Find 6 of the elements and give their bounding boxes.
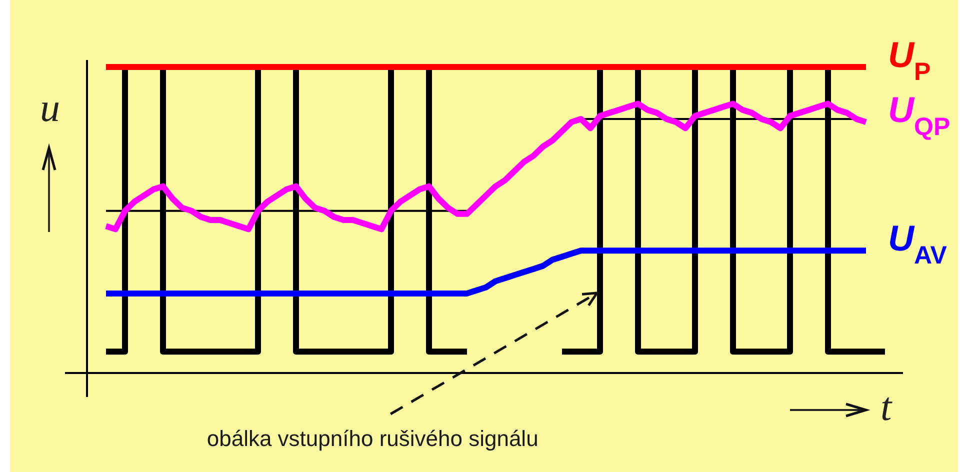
x-axis-title: t bbox=[880, 384, 892, 429]
series-label: U$_{P}$ bbox=[888, 34, 931, 86]
series-label: U$_{QP}$ bbox=[888, 89, 950, 142]
y-axis-title: u bbox=[40, 85, 60, 130]
text: obálka vstupního rušivého signálu bbox=[206, 426, 538, 451]
series-label: U$_{AV}$ bbox=[888, 218, 948, 270]
